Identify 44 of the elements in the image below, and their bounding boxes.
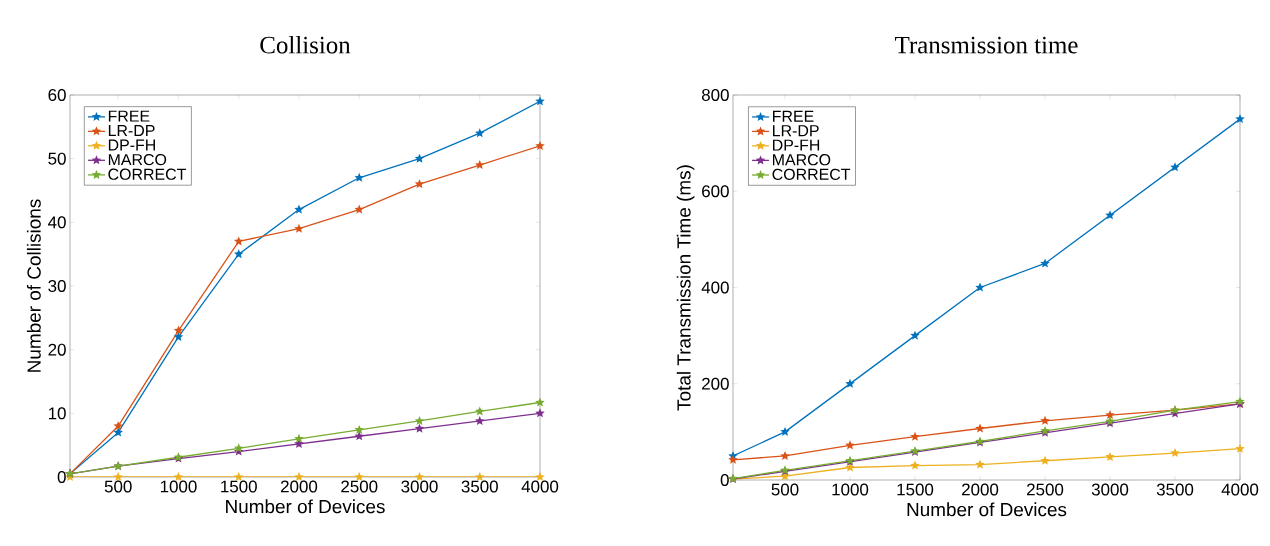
y-tick-label: 200 [702, 377, 729, 390]
y-tick-label: 50 [48, 152, 66, 165]
x-tick-label: 4000 [1221, 483, 1259, 496]
legend-label: FREE [108, 110, 150, 122]
x-tick-label: 1500 [897, 483, 934, 496]
y-tick-label: 30 [48, 280, 66, 292]
legend-label: CORRECT [108, 168, 187, 180]
legend-label: DP-FH [108, 139, 155, 151]
x-tick-label: 1000 [160, 480, 197, 493]
legend-label: LR-DP [108, 125, 155, 137]
y-tick-label: 600 [702, 185, 729, 198]
y-tick-label: 60 [48, 89, 66, 101]
x-tick-label: 1500 [221, 480, 257, 493]
y-tick-label: 0 [720, 474, 729, 486]
chart-title: Collision [260, 35, 351, 54]
x-axis-title: Number of Devices [226, 499, 385, 514]
legend-label: LR-DP [773, 125, 819, 137]
legend-label: FREE [773, 110, 814, 122]
y-tick-label: 800 [701, 89, 729, 101]
x-tick-label: 2000 [962, 483, 999, 496]
x-tick-label: 500 [104, 480, 132, 493]
y-tick-label: 40 [48, 216, 66, 229]
x-tick-label: 1000 [832, 483, 869, 496]
y-axis-title: Total Transmission Time (ms) [676, 165, 695, 411]
legend-label: MARCO [108, 153, 167, 166]
legend-label: CORRECT [772, 168, 851, 180]
x-axis-title: Number of Devices [907, 502, 1067, 517]
x-tick-label: 3500 [1156, 483, 1194, 496]
y-tick-label: 20 [48, 343, 66, 356]
x-tick-label: 2000 [281, 480, 318, 493]
legend-label: MARCO [773, 154, 831, 166]
x-tick-label: 2500 [341, 480, 378, 493]
x-tick-label: 3000 [401, 480, 438, 493]
x-tick-label: 2500 [1027, 483, 1064, 496]
x-tick-label: 3000 [1091, 483, 1129, 496]
x-tick-label: 4000 [521, 480, 559, 493]
y-tick-label: 10 [48, 407, 66, 420]
legend-label: DP-FH [773, 139, 820, 151]
y-tick-label: 0 [57, 471, 66, 483]
y-axis-title: Number of Collisions [26, 199, 41, 372]
y-tick-label: 400 [701, 281, 729, 294]
x-tick-label: 500 [771, 483, 799, 496]
chart-title: Transmission time [895, 36, 1078, 54]
x-tick-label: 3500 [461, 480, 498, 493]
